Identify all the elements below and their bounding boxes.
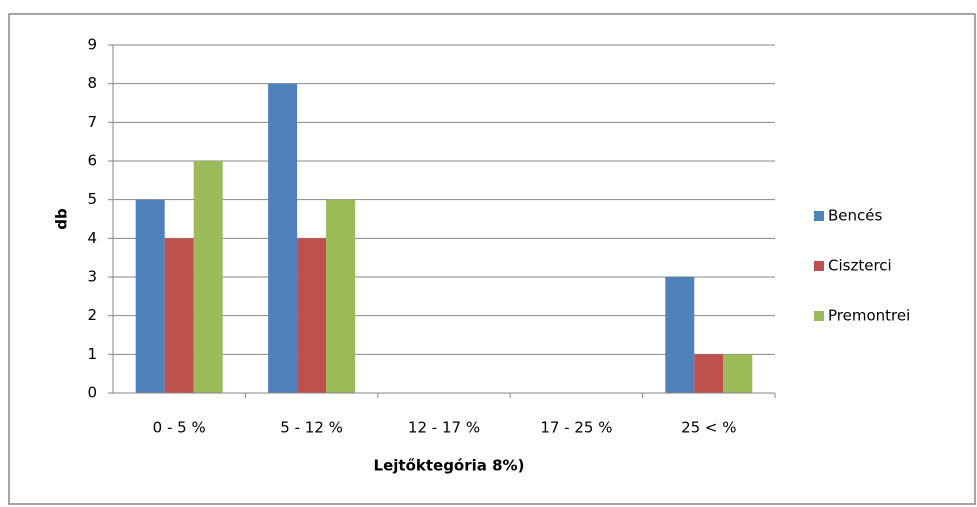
x-axis-label: Lejtőktegória 8%) [374,457,525,475]
legend-label: Bencés [828,207,883,225]
x-tick-label: 12 - 17 % [408,419,480,437]
x-tick-label: 5 - 12 % [280,419,343,437]
bar [723,354,753,393]
legend-swatch [814,211,824,221]
bar [694,354,724,393]
y-tick-label: 9 [87,36,97,54]
y-tick-label: 8 [87,74,97,92]
x-tick-label: 25 < % [681,419,736,437]
legend-swatch [814,311,824,321]
y-axis-label: db [53,208,71,230]
y-tick-label: 3 [87,268,97,286]
y-tick-label: 7 [87,113,97,131]
bar [193,161,223,393]
legend-label: Ciszterci [828,257,892,275]
x-tick-label: 0 - 5 % [153,419,206,437]
y-tick-label: 2 [87,306,97,324]
bar [164,238,194,393]
y-tick-label: 1 [87,345,97,363]
y-tick-label: 5 [87,190,97,208]
y-tick-label: 0 [87,384,97,402]
x-tick-label: 17 - 25 % [540,419,612,437]
legend-label: Premontrei [828,307,910,325]
bar [297,238,327,393]
y-tick-label: 6 [87,152,97,170]
legend-swatch [814,261,824,271]
bar [268,83,298,394]
bar [135,199,165,393]
bar [326,199,356,393]
y-tick-label: 4 [87,229,97,247]
bar [665,277,695,393]
